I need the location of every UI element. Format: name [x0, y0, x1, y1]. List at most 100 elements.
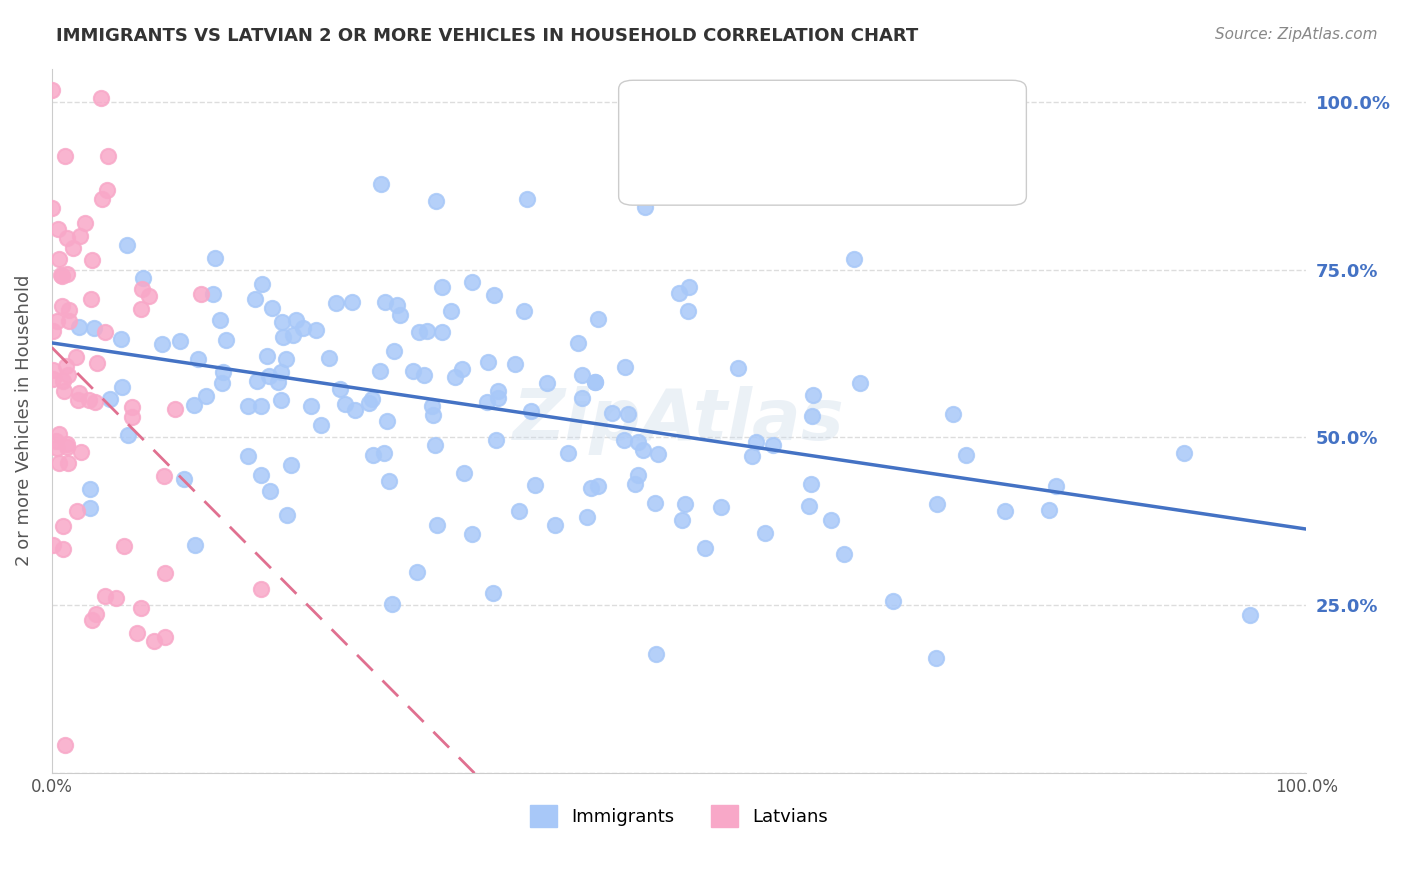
Point — [69, 444, 91, 458]
Point — [727, 361, 749, 376]
Point — [83, 395, 105, 409]
Point — [600, 406, 623, 420]
Point — [46, 314, 69, 328]
Point — [671, 513, 693, 527]
Point — [48, 252, 70, 266]
Point — [243, 292, 266, 306]
Point — [412, 368, 434, 383]
Point — [75, 216, 97, 230]
Point — [187, 351, 209, 366]
Point — [204, 251, 226, 265]
Point — [58, 302, 80, 317]
Point — [485, 433, 508, 447]
Point — [505, 357, 527, 371]
Point — [80, 614, 103, 628]
Point — [741, 449, 763, 463]
Point — [536, 376, 558, 390]
Point — [245, 374, 267, 388]
Point — [195, 388, 218, 402]
Point — [333, 397, 356, 411]
Point — [62, 241, 84, 255]
Point — [508, 504, 530, 518]
Point — [583, 375, 606, 389]
Point — [271, 329, 294, 343]
Point — [924, 651, 946, 665]
Point — [65, 351, 87, 365]
Text: ZipAtlas: ZipAtlas — [513, 386, 845, 455]
Point — [163, 401, 186, 416]
Point — [67, 386, 90, 401]
Point — [461, 275, 484, 289]
Point — [105, 591, 128, 606]
Point — [588, 479, 610, 493]
Point — [799, 499, 821, 513]
Point — [329, 382, 352, 396]
Point — [800, 477, 823, 491]
Point — [523, 478, 546, 492]
Point — [423, 438, 446, 452]
Point — [1173, 445, 1195, 459]
Point — [627, 435, 650, 450]
Point — [644, 496, 666, 510]
Point — [1239, 608, 1261, 623]
Point — [617, 407, 640, 421]
Point — [381, 597, 404, 611]
Point — [56, 368, 79, 382]
Point — [117, 237, 139, 252]
Point — [127, 625, 149, 640]
Point — [79, 483, 101, 497]
Point — [378, 475, 401, 489]
Point — [51, 268, 73, 282]
Point — [676, 304, 699, 318]
Point — [844, 252, 866, 266]
Point — [48, 456, 70, 470]
Point — [249, 582, 271, 596]
Point — [519, 404, 541, 418]
Point — [673, 497, 696, 511]
Legend: Immigrants, Latvians: Immigrants, Latvians — [523, 797, 835, 834]
Point — [260, 301, 283, 315]
Point — [271, 315, 294, 329]
Point — [406, 565, 429, 579]
Point — [155, 631, 177, 645]
Point — [259, 484, 281, 499]
Point — [142, 633, 165, 648]
Point — [710, 500, 733, 514]
Point — [575, 509, 598, 524]
Point — [432, 279, 454, 293]
Point — [425, 517, 447, 532]
Point — [184, 538, 207, 552]
Point — [849, 376, 872, 390]
Point — [281, 327, 304, 342]
Point — [627, 467, 650, 482]
Point — [432, 325, 454, 339]
Point — [285, 313, 308, 327]
Point — [91, 192, 114, 206]
Point — [942, 408, 965, 422]
Point — [132, 270, 155, 285]
Point — [370, 177, 392, 191]
Point — [249, 467, 271, 482]
Point — [56, 437, 79, 451]
Point — [117, 428, 139, 442]
Point — [375, 415, 398, 429]
Point — [754, 525, 776, 540]
Point — [55, 359, 77, 373]
Point — [249, 399, 271, 413]
Point — [387, 298, 409, 312]
Point — [41, 202, 63, 216]
Point — [236, 449, 259, 463]
Point — [389, 308, 412, 322]
Point — [444, 370, 467, 384]
Point — [97, 149, 120, 163]
Point — [215, 334, 238, 348]
Text: IMMIGRANTS VS LATVIAN 2 OR MORE VEHICLES IN HOUSEHOLD CORRELATION CHART: IMMIGRANTS VS LATVIAN 2 OR MORE VEHICLES… — [56, 27, 918, 45]
Point — [45, 434, 67, 449]
Point — [42, 363, 65, 377]
Point — [762, 438, 785, 452]
Point — [745, 434, 768, 449]
Point — [183, 398, 205, 412]
Point — [361, 448, 384, 462]
Point — [82, 252, 104, 267]
Point — [373, 446, 395, 460]
